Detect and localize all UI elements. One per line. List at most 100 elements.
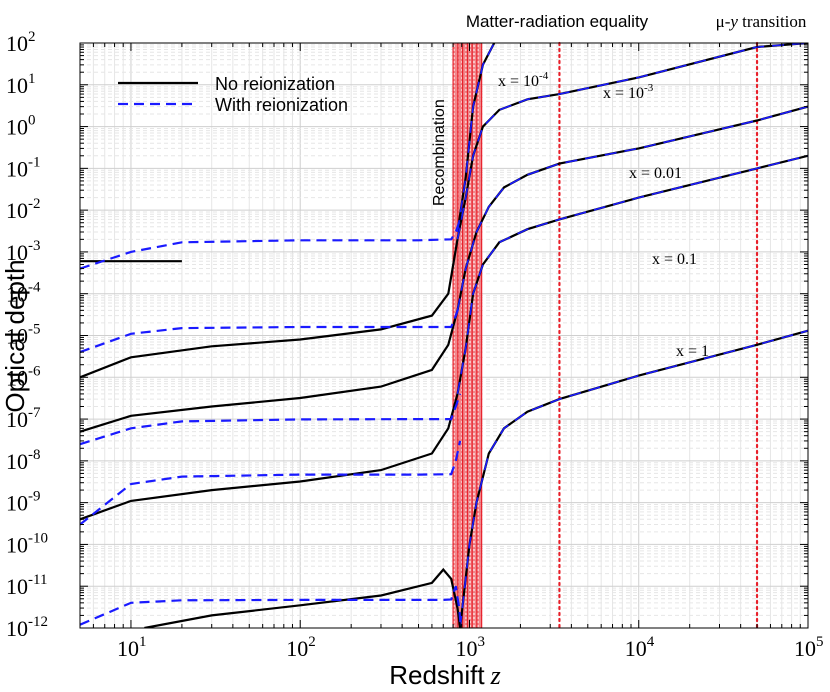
y-tick-label: 10-1 — [6, 154, 41, 181]
y-tick-label-base: 10 — [6, 449, 28, 474]
curve-label-x-1e-3-exp: -3 — [644, 82, 654, 94]
y-tick-label: 100 — [6, 113, 36, 140]
y-tick-label-exp: -7 — [28, 405, 41, 421]
y-tick-label: 10-2 — [6, 196, 41, 223]
mu-y-suffix: transition — [738, 12, 807, 31]
y-tick-label: 10-6 — [6, 363, 41, 390]
y-tick-label: 10-10 — [6, 530, 48, 557]
y-tick-label: 10-3 — [6, 238, 41, 265]
curve-label-x-0.01: x = 0.01 — [629, 165, 682, 182]
x-tick-label-exp: 5 — [816, 634, 824, 650]
series-x-1-no-reion — [144, 567, 462, 628]
series-x-1-highz-blue — [459, 329, 808, 628]
y-tick-label-base: 10 — [6, 574, 28, 599]
series-x-0-01-with-reion — [80, 393, 462, 446]
y-tick-label-exp: -6 — [28, 363, 41, 379]
y-tick-label-base: 10 — [6, 156, 28, 181]
x-tick-label-exp: 1 — [139, 634, 147, 650]
series-x-1e-3-no-reion — [80, 239, 459, 379]
y-tick-label-exp: -3 — [28, 238, 41, 254]
curve-label-x-1e-4-exp: -4 — [539, 70, 549, 82]
x-tick-label: 103 — [455, 634, 485, 661]
x-tick-label: 101 — [117, 634, 147, 661]
curve-label-x-1e-3-base: x = 10 — [603, 85, 644, 102]
series-lines — [80, 43, 808, 628]
curve-label-x-1e-3: x = 10-3 — [603, 82, 654, 102]
x-tick-labels: 101 102 103 104 105 — [117, 634, 824, 661]
y-tick-label-base: 10 — [6, 198, 28, 223]
y-tick-label: 101 — [6, 71, 36, 98]
curve-label-x-1: x = 1 — [676, 343, 709, 360]
curve-label-x-1e-4-base: x = 10 — [498, 73, 539, 90]
legend: No reionization With reionization — [118, 74, 348, 115]
x-axis-title-var: z — [490, 661, 501, 690]
legend-label-with-reion: With reionization — [215, 95, 348, 115]
series-x-1e-3-with-reion — [80, 302, 462, 354]
y-tick-label-exp: -12 — [28, 614, 48, 630]
series-x-0-1-highz-blue — [456, 155, 808, 395]
x-tick-label-base: 10 — [117, 636, 139, 661]
legend-label-no-reion: No reionization — [215, 74, 335, 94]
axis-ticks — [79, 42, 809, 629]
vertical-markers — [558, 41, 759, 630]
y-tick-label: 10-12 — [6, 614, 48, 641]
y-tick-label-base: 10 — [6, 324, 28, 349]
series-x-1e-3-highz-blue — [456, 43, 808, 240]
x-tick-label-exp: 3 — [477, 634, 485, 650]
y-tick-label: 10-7 — [6, 405, 41, 432]
x-tick-label-exp: 4 — [647, 634, 655, 650]
y-tick-label-exp: -10 — [28, 530, 48, 546]
y-tick-label: 102 — [6, 29, 36, 56]
series-x-0-1-no-reion — [80, 393, 459, 521]
x-axis-title-word: Redshift — [389, 660, 485, 690]
curve-labels: x = 10-4 x = 10-3 x = 0.01 x = 0.1 x = 1 — [498, 70, 709, 360]
x-tick-label: 105 — [794, 634, 824, 661]
y-tick-label: 10-9 — [6, 489, 41, 516]
y-tick-label-exp: -11 — [28, 572, 47, 588]
x-tick-label-base: 10 — [286, 636, 308, 661]
y-tick-label: 10-5 — [6, 322, 41, 349]
series-x-1-highz-black — [459, 329, 808, 628]
y-tick-label-base: 10 — [6, 491, 28, 516]
series-x-0-1-with-reion — [80, 440, 462, 526]
series-x-1-with-reion — [80, 585, 462, 628]
y-axis-title: Optical depth — [0, 259, 30, 412]
x-tick-label-base: 10 — [794, 636, 816, 661]
series-x-0-01-highz-black — [456, 105, 808, 311]
x-tick-label-base: 10 — [625, 636, 647, 661]
y-tick-label-base: 10 — [6, 407, 28, 432]
y-tick-label-base: 10 — [6, 365, 28, 390]
matter-radiation-label: Matter-radiation equality — [466, 12, 649, 31]
x-tick-label-base: 10 — [455, 636, 477, 661]
series-x-0-01-highz-blue — [456, 105, 808, 311]
mu-y-prefix: μ- — [716, 12, 731, 31]
x-axis-title: Redshift z — [389, 660, 501, 690]
y-tick-label-exp: -4 — [28, 280, 41, 296]
mu-y-var: y — [728, 12, 738, 31]
x-tick-label: 102 — [286, 634, 316, 661]
y-tick-label-base: 10 — [6, 532, 28, 557]
y-tick-label-exp: 0 — [28, 113, 36, 129]
y-tick-label-base: 10 — [6, 115, 28, 140]
y-tick-label: 10-11 — [6, 572, 47, 599]
curve-label-x-0.1: x = 0.1 — [652, 251, 697, 268]
series-x-1e-4-highz-blue — [456, 43, 495, 233]
x-tick-label-exp: 2 — [308, 634, 316, 650]
series-x-0-1-highz-black — [456, 154, 808, 395]
y-tick-label-exp: -1 — [28, 154, 41, 170]
y-tick-label-base: 10 — [6, 616, 28, 641]
y-tick-label-exp: -5 — [28, 322, 41, 338]
y-tick-label: 10-4 — [6, 280, 41, 307]
y-tick-label-base: 10 — [6, 31, 28, 56]
y-tick-label-base: 10 — [6, 73, 28, 98]
y-tick-label-exp: 1 — [28, 71, 36, 87]
y-tick-labels: 10210110010-110-210-310-410-510-610-710-… — [6, 29, 48, 641]
series-x-0-01-no-reion — [80, 310, 459, 433]
recombination-label: Recombination — [431, 99, 448, 206]
y-tick-label-base: 10 — [6, 240, 28, 265]
mu-y-transition-label: μ-y transition — [716, 12, 807, 31]
y-tick-label-exp: -9 — [28, 489, 41, 505]
y-tick-label-base: 10 — [6, 282, 28, 307]
x-tick-label: 104 — [625, 634, 655, 661]
